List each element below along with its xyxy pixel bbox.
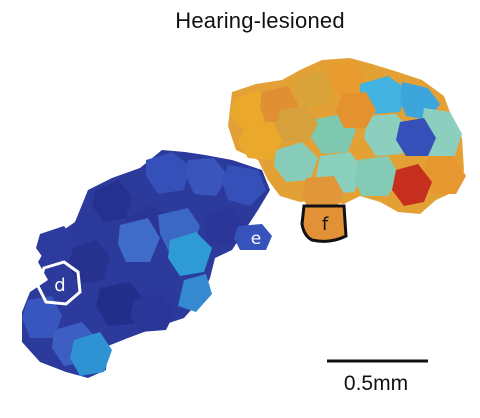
cell-gold-1 xyxy=(294,70,336,106)
cell-sky-blue-1 xyxy=(168,232,212,276)
cell-blue-6 xyxy=(396,118,436,156)
cell-orange-3 xyxy=(422,156,466,194)
cell-f-outline xyxy=(300,204,348,243)
cell-d-outline xyxy=(36,260,82,306)
blue-cell-region: d xyxy=(22,150,270,378)
cell-blue-4 xyxy=(22,296,62,338)
cell-gold-2 xyxy=(276,106,318,142)
cell-navy-4 xyxy=(130,294,176,332)
cell-e-group: e xyxy=(234,224,272,250)
cell-yellow-orange-2 xyxy=(238,122,282,160)
cell-teal-5 xyxy=(354,156,400,196)
cell-red-1 xyxy=(392,164,432,206)
figure-title: Hearing-lesioned xyxy=(175,8,345,33)
cell-orange-5 xyxy=(302,176,344,212)
cell-f-group: f xyxy=(300,204,348,243)
orange-teal-cell-region xyxy=(228,58,466,214)
scale-bar-label: 0.5mm xyxy=(343,372,409,395)
cell-teal-3 xyxy=(274,142,318,182)
label-e: e xyxy=(251,229,261,249)
cell-navy-3 xyxy=(36,226,76,262)
cell-navy-1 xyxy=(204,208,244,246)
cell-blue-2 xyxy=(186,158,228,196)
cell-dark-navy-1 xyxy=(92,180,132,222)
cell-e-shape xyxy=(234,224,272,250)
cell-region-base-blue xyxy=(22,150,270,378)
cell-blue-1 xyxy=(146,152,190,194)
cell-orange-2 xyxy=(328,60,366,96)
cell-blue-3 xyxy=(222,165,266,206)
label-f: f xyxy=(322,214,329,235)
cell-mid-blue-1 xyxy=(118,218,160,262)
cell-orange-4 xyxy=(336,92,376,128)
cell-yellow-orange-1 xyxy=(230,90,270,128)
cell-sky-blue-2 xyxy=(178,274,212,312)
cell-sky-blue-3 xyxy=(70,332,112,376)
label-d: d xyxy=(54,275,65,296)
